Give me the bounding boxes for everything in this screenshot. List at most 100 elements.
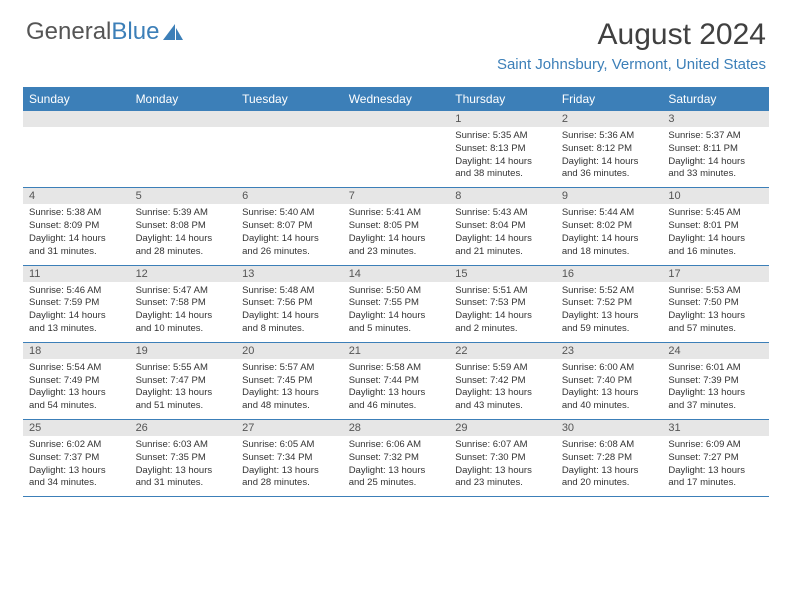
day-cell-30: 30Sunrise: 6:08 AMSunset: 7:28 PMDayligh… [556,420,663,497]
day-cell-1: 1Sunrise: 5:35 AMSunset: 8:13 PMDaylight… [449,111,556,188]
day-info: Sunrise: 5:54 AMSunset: 7:49 PMDaylight:… [23,359,130,419]
day-info: Sunrise: 6:02 AMSunset: 7:37 PMDaylight:… [23,436,130,496]
day-info: Sunrise: 6:07 AMSunset: 7:30 PMDaylight:… [449,436,556,496]
logo-part1: General [26,18,111,45]
weekday-header-row: SundayMondayTuesdayWednesdayThursdayFrid… [23,87,769,111]
day-number: 3 [662,111,769,127]
day-cell-25: 25Sunrise: 6:02 AMSunset: 7:37 PMDayligh… [23,420,130,497]
day-cell-14: 14Sunrise: 5:50 AMSunset: 7:55 PMDayligh… [343,265,450,342]
day-cell-empty [23,111,130,188]
day-number: 16 [556,266,663,282]
day-number: 21 [343,343,450,359]
day-info: Sunrise: 5:52 AMSunset: 7:52 PMDaylight:… [556,282,663,342]
logo: GeneralBlue [26,18,185,46]
day-info: Sunrise: 5:59 AMSunset: 7:42 PMDaylight:… [449,359,556,419]
logo-sail-icon [161,22,185,42]
day-number: 23 [556,343,663,359]
day-cell-24: 24Sunrise: 6:01 AMSunset: 7:39 PMDayligh… [662,342,769,419]
day-info: Sunrise: 6:06 AMSunset: 7:32 PMDaylight:… [343,436,450,496]
day-cell-31: 31Sunrise: 6:09 AMSunset: 7:27 PMDayligh… [662,420,769,497]
day-number: 1 [449,111,556,127]
day-info: Sunrise: 6:03 AMSunset: 7:35 PMDaylight:… [130,436,237,496]
week-row: 18Sunrise: 5:54 AMSunset: 7:49 PMDayligh… [23,342,769,419]
month-title: August 2024 [497,18,766,52]
day-info: Sunrise: 5:57 AMSunset: 7:45 PMDaylight:… [236,359,343,419]
day-info: Sunrise: 5:45 AMSunset: 8:01 PMDaylight:… [662,204,769,264]
day-number: 20 [236,343,343,359]
day-info: Sunrise: 5:53 AMSunset: 7:50 PMDaylight:… [662,282,769,342]
day-info: Sunrise: 6:09 AMSunset: 7:27 PMDaylight:… [662,436,769,496]
empty-day-info [130,127,237,179]
day-info: Sunrise: 5:46 AMSunset: 7:59 PMDaylight:… [23,282,130,342]
week-row: 1Sunrise: 5:35 AMSunset: 8:13 PMDaylight… [23,111,769,188]
day-info: Sunrise: 5:51 AMSunset: 7:53 PMDaylight:… [449,282,556,342]
day-cell-13: 13Sunrise: 5:48 AMSunset: 7:56 PMDayligh… [236,265,343,342]
logo-part2: Blue [111,18,159,45]
day-number: 8 [449,188,556,204]
day-number: 31 [662,420,769,436]
empty-day-number [130,111,237,127]
day-cell-26: 26Sunrise: 6:03 AMSunset: 7:35 PMDayligh… [130,420,237,497]
empty-day-info [343,127,450,179]
day-info: Sunrise: 5:55 AMSunset: 7:47 PMDaylight:… [130,359,237,419]
day-cell-6: 6Sunrise: 5:40 AMSunset: 8:07 PMDaylight… [236,188,343,265]
day-cell-18: 18Sunrise: 5:54 AMSunset: 7:49 PMDayligh… [23,342,130,419]
day-number: 5 [130,188,237,204]
day-number: 30 [556,420,663,436]
day-info: Sunrise: 6:01 AMSunset: 7:39 PMDaylight:… [662,359,769,419]
week-row: 4Sunrise: 5:38 AMSunset: 8:09 PMDaylight… [23,188,769,265]
day-number: 6 [236,188,343,204]
day-number: 18 [23,343,130,359]
day-number: 13 [236,266,343,282]
day-info: Sunrise: 5:44 AMSunset: 8:02 PMDaylight:… [556,204,663,264]
day-number: 15 [449,266,556,282]
day-cell-8: 8Sunrise: 5:43 AMSunset: 8:04 PMDaylight… [449,188,556,265]
day-number: 26 [130,420,237,436]
day-number: 28 [343,420,450,436]
day-number: 19 [130,343,237,359]
day-number: 2 [556,111,663,127]
day-cell-22: 22Sunrise: 5:59 AMSunset: 7:42 PMDayligh… [449,342,556,419]
day-info: Sunrise: 5:58 AMSunset: 7:44 PMDaylight:… [343,359,450,419]
day-cell-10: 10Sunrise: 5:45 AMSunset: 8:01 PMDayligh… [662,188,769,265]
weekday-thursday: Thursday [449,87,556,111]
calendar-table: SundayMondayTuesdayWednesdayThursdayFrid… [23,87,769,497]
empty-day-number [23,111,130,127]
day-info: Sunrise: 6:05 AMSunset: 7:34 PMDaylight:… [236,436,343,496]
week-row: 25Sunrise: 6:02 AMSunset: 7:37 PMDayligh… [23,420,769,497]
location: Saint Johnsbury, Vermont, United States [497,56,766,73]
header: GeneralBlue August 2024 Saint Johnsbury,… [0,0,792,79]
empty-day-info [236,127,343,179]
day-cell-4: 4Sunrise: 5:38 AMSunset: 8:09 PMDaylight… [23,188,130,265]
day-cell-21: 21Sunrise: 5:58 AMSunset: 7:44 PMDayligh… [343,342,450,419]
day-cell-empty [343,111,450,188]
day-number: 22 [449,343,556,359]
day-number: 7 [343,188,450,204]
day-info: Sunrise: 5:38 AMSunset: 8:09 PMDaylight:… [23,204,130,264]
day-info: Sunrise: 5:47 AMSunset: 7:58 PMDaylight:… [130,282,237,342]
weekday-friday: Friday [556,87,663,111]
day-info: Sunrise: 5:40 AMSunset: 8:07 PMDaylight:… [236,204,343,264]
day-info: Sunrise: 5:35 AMSunset: 8:13 PMDaylight:… [449,127,556,187]
empty-day-number [343,111,450,127]
day-info: Sunrise: 5:37 AMSunset: 8:11 PMDaylight:… [662,127,769,187]
day-cell-19: 19Sunrise: 5:55 AMSunset: 7:47 PMDayligh… [130,342,237,419]
day-info: Sunrise: 5:41 AMSunset: 8:05 PMDaylight:… [343,204,450,264]
day-number: 12 [130,266,237,282]
day-number: 10 [662,188,769,204]
weekday-monday: Monday [130,87,237,111]
logo-text: GeneralBlue [26,18,159,46]
day-cell-3: 3Sunrise: 5:37 AMSunset: 8:11 PMDaylight… [662,111,769,188]
week-row: 11Sunrise: 5:46 AMSunset: 7:59 PMDayligh… [23,265,769,342]
day-info: Sunrise: 5:39 AMSunset: 8:08 PMDaylight:… [130,204,237,264]
day-cell-15: 15Sunrise: 5:51 AMSunset: 7:53 PMDayligh… [449,265,556,342]
day-cell-28: 28Sunrise: 6:06 AMSunset: 7:32 PMDayligh… [343,420,450,497]
day-info: Sunrise: 6:08 AMSunset: 7:28 PMDaylight:… [556,436,663,496]
day-number: 9 [556,188,663,204]
weekday-tuesday: Tuesday [236,87,343,111]
day-info: Sunrise: 5:43 AMSunset: 8:04 PMDaylight:… [449,204,556,264]
day-info: Sunrise: 5:50 AMSunset: 7:55 PMDaylight:… [343,282,450,342]
day-info: Sunrise: 5:48 AMSunset: 7:56 PMDaylight:… [236,282,343,342]
day-cell-9: 9Sunrise: 5:44 AMSunset: 8:02 PMDaylight… [556,188,663,265]
day-cell-17: 17Sunrise: 5:53 AMSunset: 7:50 PMDayligh… [662,265,769,342]
